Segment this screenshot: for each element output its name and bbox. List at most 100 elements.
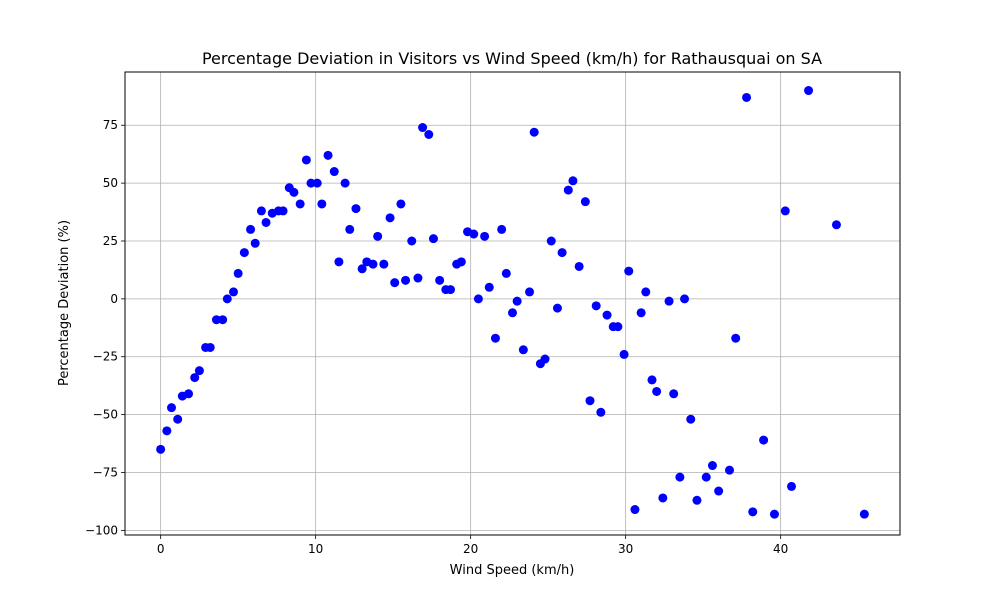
scatter-point	[546, 236, 556, 246]
scatter-point	[624, 266, 634, 276]
scatter-point	[373, 231, 383, 241]
scatter-point	[692, 495, 702, 505]
scatter-point	[780, 206, 790, 216]
x-tick-label: 0	[157, 542, 165, 556]
scatter-point	[701, 472, 711, 482]
scatter-point	[596, 407, 606, 417]
scatter-point	[413, 273, 423, 283]
y-tick-label: 0	[110, 292, 118, 306]
scatter-point	[295, 199, 305, 209]
scatter-point	[289, 187, 299, 197]
y-tick-label: −75	[93, 465, 118, 479]
scatter-point	[497, 224, 507, 234]
scatter-point	[580, 197, 590, 207]
scatter-point	[456, 257, 466, 267]
y-tick-label: 50	[103, 176, 118, 190]
scatter-point	[357, 264, 367, 274]
x-tick-label: 20	[463, 542, 478, 556]
scatter-point	[512, 296, 522, 306]
scatter-point	[446, 285, 455, 295]
scatter-point	[162, 426, 172, 436]
scatter-point	[525, 287, 535, 297]
scatter-point	[759, 435, 769, 445]
scatter-point	[368, 259, 378, 269]
scatter-point	[731, 333, 741, 343]
scatter-point	[529, 127, 539, 137]
x-tick-label: 30	[618, 542, 633, 556]
scatter-point	[250, 238, 260, 248]
y-tick-label: 75	[103, 118, 118, 132]
scatter-point	[669, 389, 679, 399]
scatter-point	[658, 493, 668, 503]
scatter-point	[804, 86, 814, 96]
y-tick-label: −25	[93, 350, 118, 364]
scatter-point	[173, 414, 183, 424]
scatter-point	[831, 220, 841, 230]
x-axis-ticks: 0 10 20 30 40	[157, 535, 788, 556]
scatter-point	[591, 301, 601, 311]
scatter-point	[647, 375, 657, 385]
scatter-point	[641, 287, 651, 297]
scatter-point	[301, 155, 311, 165]
scatter-point	[501, 268, 511, 278]
scatter-point	[518, 345, 528, 355]
scatter-point	[312, 178, 322, 188]
y-axis-ticks: −100 −75 −50 −25 0 25 50 75	[85, 118, 125, 537]
scatter-point	[194, 366, 204, 376]
x-tick-label: 40	[773, 542, 788, 556]
scatter-point	[418, 123, 428, 133]
scatter-point	[613, 322, 623, 332]
scatter-point	[675, 472, 685, 482]
scatter-point	[557, 248, 567, 258]
scatter-point	[345, 224, 355, 234]
scatter-point	[229, 287, 238, 297]
scatter-point	[480, 231, 490, 241]
scatter-point	[602, 310, 612, 320]
scatter-point	[742, 92, 752, 102]
scatter-point	[630, 505, 640, 515]
scatter-point	[222, 294, 232, 304]
scatter-point	[473, 294, 483, 304]
scatter-point	[686, 414, 696, 424]
y-tick-label: −50	[93, 408, 118, 422]
scatter-point	[278, 206, 288, 216]
scatter-point	[317, 199, 327, 209]
scatter-point	[769, 509, 779, 519]
scatter-point	[680, 294, 690, 304]
scatter-point	[652, 386, 662, 396]
x-tick-label: 10	[308, 542, 323, 556]
y-tick-label: 25	[103, 234, 118, 248]
y-tick-label: −100	[85, 523, 118, 537]
scatter-point	[340, 178, 350, 188]
scatter-point	[218, 315, 228, 325]
scatter-point	[401, 275, 411, 285]
scatter-point	[859, 509, 869, 519]
plot-area-frame	[124, 71, 901, 536]
scatter-point	[396, 199, 406, 209]
scatter-point	[707, 461, 717, 471]
scatter-point	[490, 333, 500, 343]
scatter-point	[246, 224, 256, 234]
scatter-point	[385, 213, 395, 223]
scatter-point	[540, 354, 550, 364]
scatter-point	[167, 403, 176, 413]
scatter-point	[552, 303, 562, 313]
scatter-point	[190, 373, 200, 383]
scatter-point	[184, 389, 194, 399]
scatter-point	[574, 261, 584, 271]
scatter-point	[211, 315, 221, 325]
scatter-point	[390, 278, 400, 288]
scatter-point	[508, 308, 517, 318]
scatter-point	[619, 349, 629, 359]
scatter-point	[568, 176, 578, 186]
scatter-point	[379, 259, 389, 269]
scatter-point	[725, 465, 734, 475]
scatter-point	[563, 185, 573, 195]
scatter-point	[205, 342, 215, 352]
scatter-point	[484, 282, 494, 292]
scatter-point	[323, 150, 333, 160]
scatter-point	[636, 308, 646, 318]
scatter-point	[233, 268, 243, 278]
scatter-point	[585, 396, 595, 406]
